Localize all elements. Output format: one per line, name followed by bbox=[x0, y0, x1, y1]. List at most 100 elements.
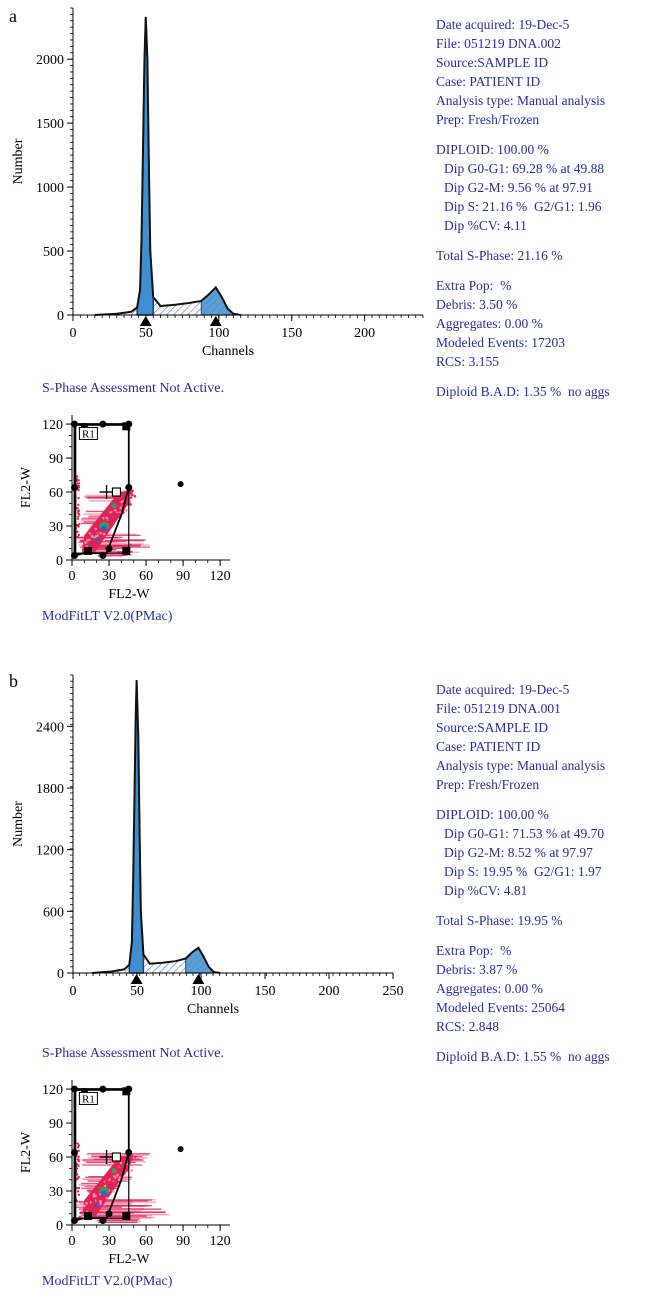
x-tick-label: 100 bbox=[208, 326, 229, 341]
scatter-point bbox=[96, 1196, 99, 1200]
y-tick-label: 1500 bbox=[36, 117, 64, 132]
info-diploid: DIPLOID: 100.00 % bbox=[436, 807, 549, 822]
x-tick-label: 120 bbox=[210, 569, 231, 584]
scatter-point bbox=[76, 1176, 80, 1179]
scatter-y-label: FL2-W bbox=[19, 1131, 34, 1173]
y-tick-label: 90 bbox=[49, 452, 63, 467]
info-bad: Diploid B.A.D: 1.35 % no aggs bbox=[436, 384, 610, 399]
x-tick-label: 50 bbox=[130, 984, 144, 999]
scatter-point bbox=[105, 1180, 108, 1184]
scatter-point bbox=[77, 515, 80, 518]
scatter-point bbox=[75, 1173, 79, 1176]
x-tick-label: 200 bbox=[354, 326, 375, 341]
gate-vertex bbox=[70, 551, 78, 559]
scatter-point bbox=[116, 1173, 119, 1177]
info-events: Modeled Events: 17203 bbox=[436, 335, 565, 350]
scatter-point bbox=[77, 512, 80, 515]
y-tick-label: 120 bbox=[42, 418, 63, 433]
info-g0g1: Dip G0-G1: 71.53 % at 49.70 bbox=[444, 826, 605, 841]
y-tick-label: 1000 bbox=[36, 181, 64, 196]
scatter-point bbox=[97, 1195, 101, 1198]
scatter-point bbox=[82, 1209, 86, 1213]
y-tick-label: 2400 bbox=[36, 720, 64, 735]
scatter-point bbox=[76, 1190, 80, 1193]
y-tick-label: 30 bbox=[49, 520, 63, 535]
x-tick-label: 90 bbox=[176, 1234, 190, 1249]
info-analysis-type: Analysis type: Manual analysis bbox=[436, 93, 606, 108]
info-rcs: RCS: 3.155 bbox=[436, 354, 500, 369]
scatter-point bbox=[129, 503, 132, 506]
analysis-info: Date acquired: 19-Dec-5 File: 051219 DNA… bbox=[436, 680, 654, 1066]
scatter-point bbox=[131, 489, 134, 493]
scatter-point bbox=[133, 494, 137, 498]
scatter-core bbox=[94, 1202, 99, 1207]
y-tick-label: 120 bbox=[42, 1083, 63, 1098]
y-tick-label: 90 bbox=[49, 1117, 63, 1132]
scatter-point bbox=[116, 509, 120, 513]
scatter-point bbox=[76, 482, 79, 485]
scatter-point bbox=[77, 1193, 81, 1197]
scatter-core bbox=[111, 503, 117, 509]
gate-region bbox=[73, 423, 130, 557]
x-tick-label: 150 bbox=[255, 984, 276, 999]
scatter-point bbox=[84, 541, 87, 544]
scatter-point bbox=[119, 1173, 122, 1177]
y-axis-label: Number bbox=[11, 138, 26, 184]
scatter-point bbox=[77, 509, 80, 512]
scatter-point bbox=[101, 1181, 105, 1185]
x-tick-label: 120 bbox=[210, 1234, 231, 1249]
gate-vertex bbox=[70, 1216, 78, 1224]
y-tick-label: 60 bbox=[49, 1151, 63, 1166]
y-tick-label: 30 bbox=[49, 1185, 63, 1200]
x-tick-label: 50 bbox=[139, 326, 153, 341]
gate-vertex bbox=[105, 545, 113, 553]
scatter-point bbox=[101, 530, 104, 534]
scatter-point bbox=[123, 1177, 126, 1180]
info-g0g1: Dip G0-G1: 69.28 % at 49.88 bbox=[444, 161, 605, 176]
histogram-line bbox=[94, 16, 241, 316]
scatter-point bbox=[94, 527, 98, 531]
scatter-point bbox=[116, 1169, 119, 1173]
scatter-point bbox=[90, 543, 94, 546]
info-prep: Prep: Fresh/Frozen bbox=[436, 112, 540, 127]
histogram-line bbox=[92, 680, 221, 974]
info-date: Date acquired: 19-Dec-5 bbox=[436, 682, 570, 697]
scatter-point bbox=[115, 503, 119, 507]
info-g2m: Dip G2-M: 9.56 % at 97.91 bbox=[444, 180, 593, 195]
gate-handle bbox=[122, 1087, 131, 1096]
scatter-point bbox=[92, 1207, 95, 1210]
scatter-core bbox=[101, 1190, 108, 1196]
info-cv: Dip %CV: 4.81 bbox=[444, 883, 528, 898]
y-tick-label: 0 bbox=[57, 967, 64, 982]
scatter-point bbox=[77, 533, 81, 537]
scatter-point bbox=[96, 534, 99, 537]
scatter-point bbox=[87, 1200, 91, 1204]
scatter-point bbox=[105, 1196, 109, 1200]
info-diploid: DIPLOID: 100.00 % bbox=[436, 142, 549, 157]
y-tick-label: 500 bbox=[43, 245, 64, 260]
gate-vertex bbox=[105, 1210, 113, 1218]
scatter-point bbox=[86, 1198, 90, 1202]
scatter-point bbox=[100, 517, 103, 521]
scatter-point bbox=[125, 503, 129, 506]
info-s: Dip S: 19.95 % G2/G1: 1.97 bbox=[444, 864, 602, 879]
x-tick-label: 0 bbox=[70, 326, 77, 341]
scatter-point bbox=[118, 1176, 122, 1179]
info-extra-pop: Extra Pop: % bbox=[436, 278, 512, 293]
scatter-point bbox=[77, 1186, 81, 1190]
scatter-point bbox=[77, 488, 80, 492]
centroid-marker bbox=[111, 1152, 122, 1162]
scatter-point bbox=[92, 547, 96, 551]
scatter-plot: R1 0 30 60 90 120 0 30 60 90 120 FL2-W FL2-W bbox=[19, 415, 231, 602]
scatter-point bbox=[95, 530, 99, 533]
peak-marker bbox=[139, 316, 152, 326]
x-axis-label: Channels bbox=[202, 344, 254, 359]
scatter-point bbox=[78, 523, 81, 526]
sphase-note: S-Phase Assessment Not Active. bbox=[42, 381, 224, 396]
scatter-point bbox=[123, 491, 127, 494]
scatter-point bbox=[99, 531, 102, 535]
scatter-point bbox=[99, 1195, 103, 1199]
panel-b: b 0 50 100 150 200 250 0 600 1200 1800 2400 Channel… bbox=[0, 665, 654, 1305]
scatter-point bbox=[91, 1204, 94, 1208]
scatter-plot: R1 0 30 60 90 120 0 30 60 90 120 FL2-W FL2-W bbox=[19, 1080, 231, 1267]
